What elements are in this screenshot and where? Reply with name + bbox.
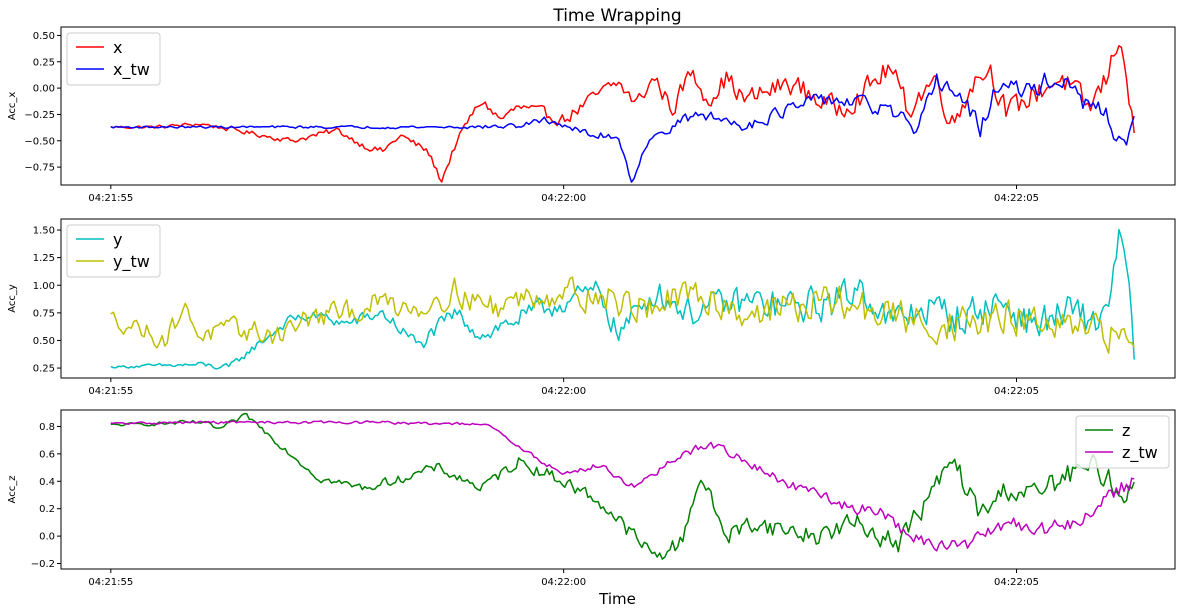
legend-box (1075, 415, 1170, 469)
x-tick-label: 04:22:05 (994, 577, 1039, 588)
axes-frame (60, 26, 1176, 186)
x-tick-label: 04:22:05 (994, 193, 1039, 204)
y-tick-label: 0.50 (33, 31, 55, 42)
legend-box (66, 32, 161, 86)
y-tick-label: 0.4 (39, 477, 55, 488)
panels: −0.75 −0.50 −0.25 0.00 0.25 0.50 04:21:55 04:22… (7, 26, 1176, 588)
x-tick-label: 04:22:00 (541, 577, 586, 588)
y-tick-label: 0.25 (33, 57, 55, 68)
y-tick-label: 0.75 (33, 308, 55, 319)
y-tick-label: −0.50 (24, 136, 55, 147)
chart-title: Time Wrapping (552, 6, 681, 26)
panel-acc-y: 0.25 0.50 0.75 1.00 1.25 1.50 04:21:55 04:22:00… (7, 218, 1176, 397)
y-tick-label: 1.50 (33, 226, 55, 237)
y-tick-label: 0.00 (33, 84, 55, 95)
y-axis-label: Acc_x (7, 92, 18, 121)
legend-label-z-tw: z_tw (1122, 443, 1158, 463)
axes-frame (60, 218, 1176, 379)
series-line-x (110, 45, 1135, 183)
y-tick-label: 0.6 (39, 449, 55, 460)
legend-label-x-tw: x_tw (113, 60, 150, 80)
y-tick-label: 0.0 (39, 532, 55, 543)
y-tick-label: 1.00 (33, 281, 55, 292)
series-line-z-tw (110, 420, 1135, 552)
y-tick-label: −0.75 (24, 163, 55, 174)
x-tick-label: 04:21:55 (88, 193, 133, 204)
x-tick-label: 04:22:00 (541, 386, 586, 397)
series-line-z (110, 412, 1135, 560)
legend-label-y-tw: y_tw (113, 252, 150, 272)
series-line-x-tw (110, 72, 1135, 183)
y-tick-label: 0.2 (39, 504, 55, 515)
x-tick-label: 04:21:55 (88, 577, 133, 588)
y-tick-label: 0.25 (33, 364, 55, 375)
legend: z z_tw (1075, 415, 1170, 469)
panel-acc-x: −0.75 −0.50 −0.25 0.00 0.25 0.50 04:21:55 04:22… (7, 26, 1176, 204)
y-tick-label: 0.8 (39, 422, 55, 433)
x-tick-label: 04:21:55 (88, 386, 133, 397)
y-axis-label: Acc_z (7, 476, 18, 504)
legend-box (66, 224, 161, 278)
legend-label-y: y (113, 230, 122, 249)
legend: y y_tw (66, 224, 161, 278)
legend-label-x: x (113, 38, 122, 57)
panel-acc-z: −0.2 0.0 0.2 0.4 0.6 0.8 04:21:55 04:22:00 04:22… (7, 409, 1176, 588)
y-tick-label: −0.25 (24, 110, 55, 121)
y-tick-label: 0.50 (33, 336, 55, 347)
axes-frame (60, 409, 1176, 570)
x-tick-label: 04:22:05 (994, 386, 1039, 397)
y-axis-label: Acc_y (7, 284, 18, 313)
x-tick-label: 04:22:00 (541, 193, 586, 204)
series-line-y (110, 228, 1135, 370)
y-tick-label: −0.2 (31, 559, 55, 570)
series-line-y-tw (110, 276, 1135, 354)
x-axis-label: Time (598, 590, 636, 608)
y-tick-label: 1.25 (33, 253, 55, 264)
legend: x x_tw (66, 32, 161, 86)
legend-label-z: z (1122, 421, 1130, 440)
